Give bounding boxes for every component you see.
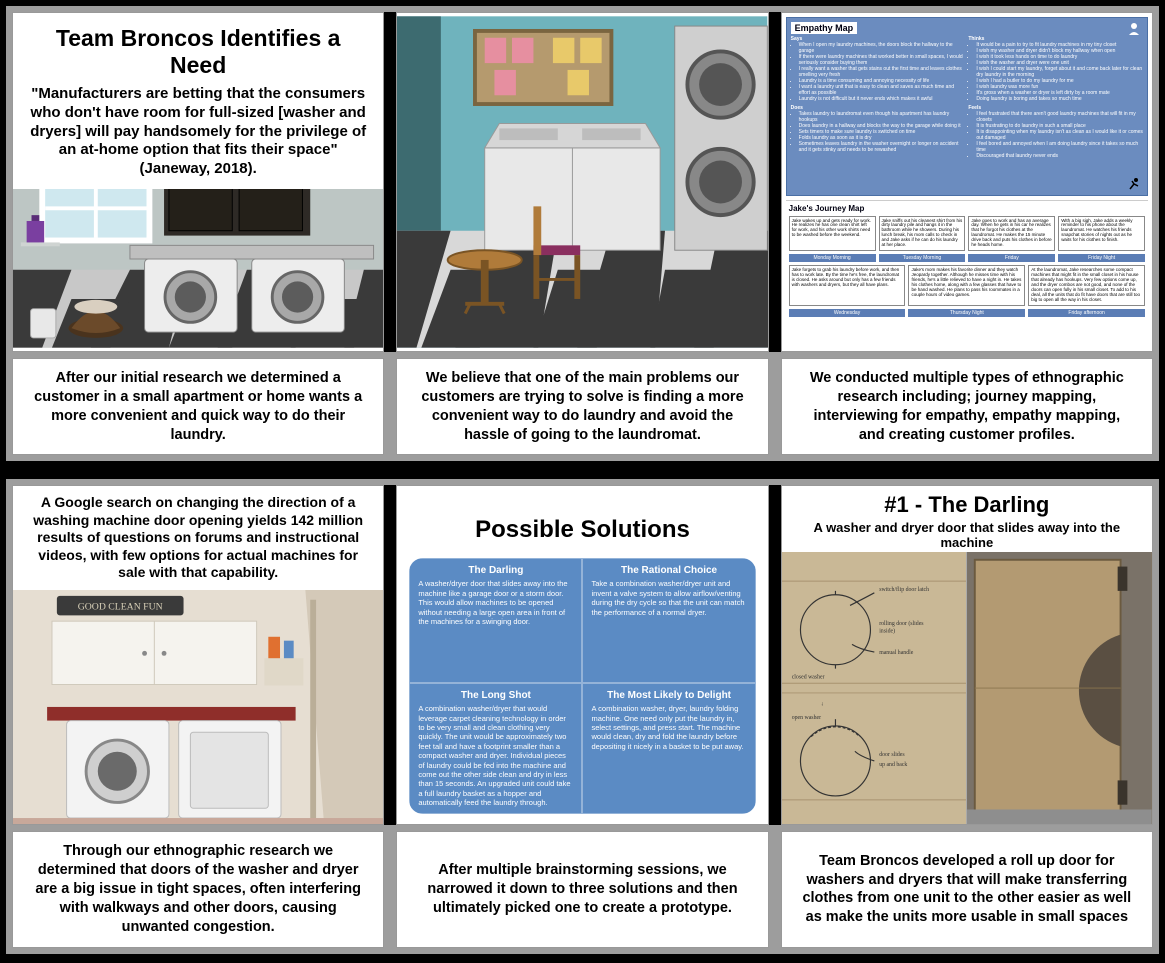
panel-2 xyxy=(396,12,768,352)
panel-4-text: A Google search on changing the directio… xyxy=(13,486,383,590)
person-icon xyxy=(1127,22,1141,36)
caption-1: After our initial research we determined… xyxy=(12,358,384,455)
solution-delight: The Most Likely to Delight A combination… xyxy=(582,683,755,814)
panel-6-subtitle: A washer and dryer door that slides away… xyxy=(790,520,1144,550)
caption-3: We conducted multiple types of ethnograp… xyxy=(781,358,1153,455)
panel-5-title: Possible Solutions xyxy=(397,486,767,554)
sketch-label-f: door slides xyxy=(879,752,905,758)
caption-2: We believe that one of the main problems… xyxy=(396,358,768,455)
sketch-label-c: manual handle xyxy=(879,650,914,656)
solution-darling: The Darling A washer/dryer door that sli… xyxy=(409,558,582,683)
solutions-card: The Darling A washer/dryer door that sli… xyxy=(409,558,755,814)
panel-6-title: #1 - The Darling xyxy=(790,492,1144,518)
caption-4: Through our ethnographic research we det… xyxy=(12,831,384,947)
storyboard: Team Broncos Identifies a Need "Manufact… xyxy=(6,6,1159,954)
panel-3-empathy-map: Empathy Map Says When I open my laundry … xyxy=(781,12,1153,352)
empathy-thinks: Thinks It would be a pain to try to fit … xyxy=(968,36,1143,102)
panel-1: Team Broncos Identifies a Need "Manufact… xyxy=(12,12,384,352)
sketch-label-a: switch/flip door latch xyxy=(879,586,929,593)
panel-1-overlay: Team Broncos Identifies a Need "Manufact… xyxy=(13,13,383,189)
svg-text:up and back: up and back xyxy=(879,762,907,768)
caption-5: After multiple brainstorming sessions, w… xyxy=(396,831,768,947)
panel-6: #1 - The Darling A washer and dryer door… xyxy=(781,485,1153,825)
prototype-photo xyxy=(967,552,1152,824)
sign-text: GOOD CLEAN FUN xyxy=(78,601,163,612)
sketch-label-b: rolling door (slides xyxy=(879,620,924,627)
panel-5: Possible Solutions The Darling A washer/… xyxy=(396,485,768,825)
running-icon xyxy=(1127,177,1141,191)
laundromat-illustration xyxy=(397,13,767,351)
svg-text:↓: ↓ xyxy=(821,702,824,708)
sketch-label-e: open washer xyxy=(791,716,820,722)
prototype-sketch: switch/flip door latch rolling door (sli… xyxy=(782,552,968,824)
solution-rational: The Rational Choice Take a combination w… xyxy=(582,558,755,683)
solution-longshot: The Long Shot A combination washer/dryer… xyxy=(409,683,582,814)
panel-4-photo: GOOD CLEAN FUN xyxy=(13,590,383,826)
strip-2: A Google search on changing the directio… xyxy=(6,479,1159,953)
journey-map-title: Jake's Journey Map xyxy=(789,204,1145,213)
panel-4: A Google search on changing the directio… xyxy=(12,485,384,825)
panel-1-quote: "Manufacturers are betting that the cons… xyxy=(27,85,369,179)
strip-1: Team Broncos Identifies a Need "Manufact… xyxy=(6,6,1159,461)
svg-text:inside): inside) xyxy=(879,628,895,635)
empathy-feels: Feels I feel frustrated that there aren'… xyxy=(968,105,1143,159)
sketch-label-d: closed washer xyxy=(791,675,824,681)
panel-1-title: Team Broncos Identifies a Need xyxy=(27,25,369,79)
empathy-says: Says When I open my laundry machines, th… xyxy=(791,36,966,102)
empathy-map-title: Empathy Map xyxy=(791,22,858,34)
empathy-does: Does Takes laundry to laundromat even th… xyxy=(791,105,966,159)
caption-6: Team Broncos developed a roll up door fo… xyxy=(781,831,1153,947)
